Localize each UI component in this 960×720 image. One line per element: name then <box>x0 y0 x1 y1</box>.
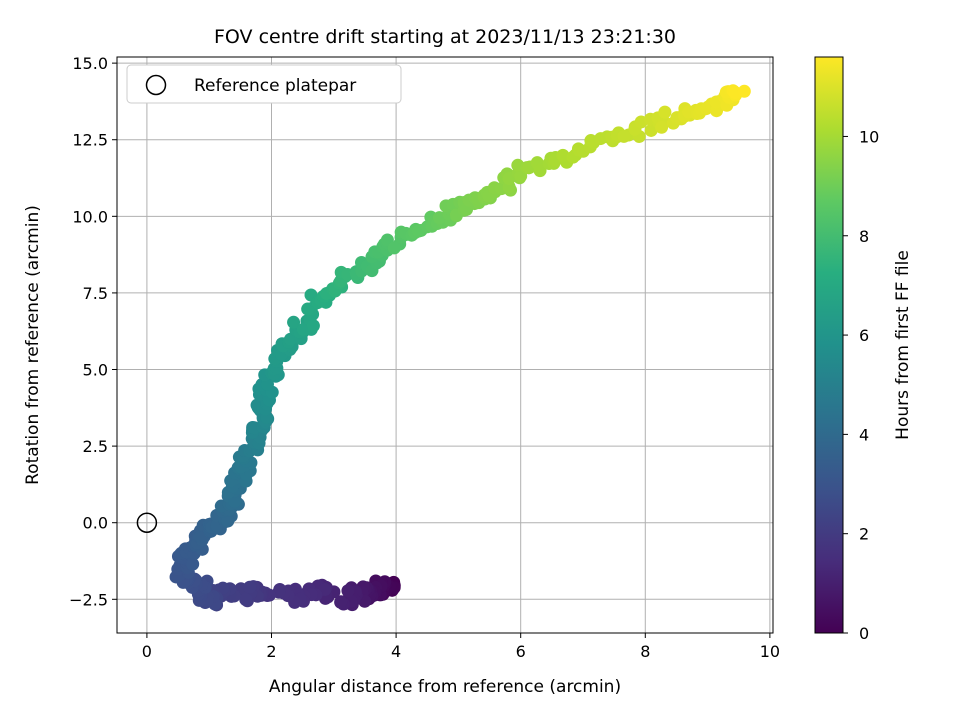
data-point <box>387 241 401 255</box>
data-point <box>216 581 230 595</box>
data-point <box>533 164 547 178</box>
colorbar-tick-label: 8 <box>859 227 869 246</box>
data-point <box>239 593 253 607</box>
data-point <box>617 129 631 143</box>
data-point <box>556 148 570 162</box>
chart-title: FOV centre drift starting at 2023/11/13 … <box>214 26 676 48</box>
x-tick-label: 0 <box>142 642 152 661</box>
colorbar-tick-label: 10 <box>859 127 879 146</box>
colorbar-tick-label: 6 <box>859 326 869 345</box>
data-point <box>584 134 598 148</box>
y-tick-label: −2.5 <box>69 590 108 609</box>
colorbar-tick-label: 0 <box>859 624 869 643</box>
x-tick-label: 8 <box>640 642 650 661</box>
y-axis-label: Rotation from reference (arcmin) <box>23 205 43 485</box>
data-point <box>306 319 320 333</box>
y-tick-label: 7.5 <box>83 284 108 303</box>
colorbar-tick-label: 4 <box>859 425 869 444</box>
plot-area: 0 2 4 6 8 10 −2.5 0.0 2.5 5.0 7.5 10.0 12.5 15.0 <box>69 54 780 661</box>
colorbar-tick-label: 2 <box>859 525 869 544</box>
data-point <box>243 580 257 594</box>
data-point <box>658 105 672 119</box>
y-axis-ticks: −2.5 0.0 2.5 5.0 7.5 10.0 12.5 15.0 <box>69 54 117 609</box>
data-point <box>737 84 751 98</box>
x-tick-label: 4 <box>391 642 401 661</box>
y-tick-label: 2.5 <box>83 437 108 456</box>
x-axis-ticks: 0 2 4 6 8 10 <box>142 633 780 661</box>
colorbar-gradient <box>814 56 844 634</box>
reference-platepar-marker <box>136 512 158 533</box>
legend-marker-icon <box>145 74 167 96</box>
data-point <box>186 557 200 571</box>
colorbar-label: Hours from first FF file <box>893 250 913 440</box>
data-point <box>655 120 669 134</box>
y-tick-label: 10.0 <box>72 207 108 226</box>
scatter-points <box>169 84 751 612</box>
data-point <box>228 494 242 508</box>
y-tick-label: 12.5 <box>72 131 108 150</box>
x-axis-label: Angular distance from reference (arcmin) <box>269 677 621 697</box>
data-point <box>287 315 301 329</box>
legend-box <box>126 64 402 104</box>
y-tick-label: 5.0 <box>83 361 108 380</box>
x-tick-label: 6 <box>516 642 526 661</box>
y-tick-label: 15.0 <box>72 54 108 73</box>
colorbar-ticks: 0 2 4 6 8 10 <box>843 127 879 643</box>
colorbar: 0 2 4 6 8 10 Hours from first FF file <box>814 56 913 643</box>
x-tick-label: 2 <box>266 642 276 661</box>
legend: Reference platepar <box>126 64 402 104</box>
plot-frame <box>116 56 774 634</box>
data-point <box>334 595 348 609</box>
data-point <box>341 584 355 598</box>
y-tick-label: 0.0 <box>83 514 108 533</box>
legend-label: Reference platepar <box>194 76 356 96</box>
x-tick-label: 10 <box>760 642 780 661</box>
data-point <box>221 514 235 528</box>
